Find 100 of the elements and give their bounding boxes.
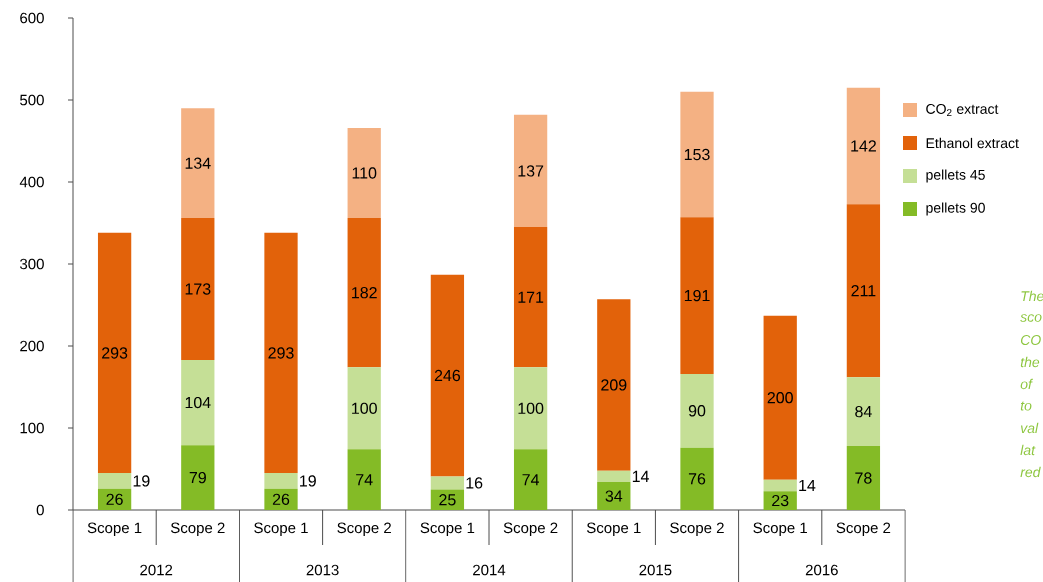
data-label: 25	[439, 494, 456, 506]
data-label: 137	[518, 165, 544, 177]
data-label: 209	[601, 379, 627, 391]
bar	[513, 367, 548, 450]
bar	[264, 232, 298, 474]
bar	[97, 473, 132, 489]
data-label: 171	[518, 291, 544, 303]
data-label: 16	[466, 477, 483, 489]
data-label: 246	[434, 369, 461, 382]
x-tick-label: Scope 2	[503, 522, 558, 537]
data-label: 134	[185, 157, 211, 169]
bar	[181, 218, 215, 360]
bar	[513, 114, 548, 228]
bar	[347, 218, 381, 368]
y-tick-label: 400	[19, 176, 44, 188]
data-label: 78	[855, 472, 872, 484]
bar	[597, 470, 631, 483]
bar	[347, 449, 381, 510]
data-label: 26	[272, 493, 290, 505]
data-label: 79	[189, 471, 206, 484]
bar	[513, 227, 548, 368]
bar	[680, 91, 714, 218]
bar	[680, 373, 714, 448]
bar	[680, 217, 714, 374]
x-tick-label: Scope 1	[586, 522, 641, 537]
y-tick-label: 200	[20, 340, 44, 352]
bar	[846, 446, 881, 510]
data-label: 100	[518, 402, 544, 414]
bar	[846, 87, 881, 205]
data-label: 110	[352, 167, 377, 179]
text: 2015	[639, 564, 672, 576]
y-tick-label: 0	[36, 504, 44, 516]
y-tick-label: 100	[20, 422, 44, 434]
text: CO	[1020, 335, 1041, 345]
x-tick-label: Scope 2	[337, 522, 391, 537]
data-label: 19	[300, 475, 316, 487]
bar	[97, 232, 132, 474]
x-tick-label: Scope 1	[420, 522, 475, 537]
data-label: 23	[772, 494, 789, 507]
data-label: 293	[268, 347, 294, 359]
bar	[264, 473, 298, 489]
bar	[680, 447, 714, 510]
data-label: 142	[851, 140, 876, 152]
x-tick-label: Scope 1	[254, 522, 308, 537]
data-label: 100	[352, 402, 377, 414]
legend-label: pellets 45	[926, 169, 985, 183]
text: of	[1020, 378, 1034, 390]
bar	[763, 491, 797, 510]
data-label: 90	[688, 405, 706, 417]
text: to	[1020, 401, 1032, 411]
data-label: 182	[352, 287, 377, 299]
text: sco	[1020, 314, 1042, 322]
bar	[846, 377, 881, 447]
x-tick-label: Scope 2	[836, 522, 891, 537]
data-label: 14	[799, 479, 816, 491]
bar	[763, 479, 797, 492]
text: the	[1020, 356, 1040, 368]
x-tick-label: Scope 2	[170, 522, 225, 537]
text: lat	[1020, 444, 1036, 456]
y-tick-label: 300	[20, 258, 44, 270]
data-label: 26	[106, 493, 123, 505]
data-label: 211	[851, 285, 876, 297]
x-tick-label: Scope 2	[670, 522, 724, 537]
data-label: 76	[688, 473, 706, 485]
data-label: 34	[605, 490, 623, 502]
bar	[597, 299, 631, 471]
bar	[513, 449, 548, 510]
bar	[347, 127, 381, 219]
text: 2014	[473, 564, 506, 576]
bar	[846, 204, 881, 378]
bar	[430, 274, 465, 477]
data-label: 200	[767, 392, 793, 404]
data-label: 153	[684, 148, 710, 161]
data-label: 84	[855, 405, 872, 418]
text: 2016	[805, 564, 838, 576]
bar	[763, 315, 797, 480]
data-label: 19	[133, 475, 150, 487]
data-label: 293	[102, 347, 128, 359]
bar	[181, 445, 215, 510]
x-tick-label: Scope 1	[753, 522, 807, 537]
data-label: 191	[684, 289, 710, 302]
text: The	[1021, 290, 1043, 302]
bar	[430, 476, 465, 490]
bar	[347, 367, 381, 450]
text: val	[1020, 422, 1039, 434]
data-label: 104	[185, 396, 211, 409]
legend-label: Ethanol extract	[926, 137, 1019, 149]
legend-label: pellets 90	[926, 202, 985, 216]
bar	[264, 488, 298, 510]
data-label: 173	[185, 283, 211, 295]
y-tick-label: 500	[20, 94, 44, 106]
bar	[181, 359, 215, 446]
y-tick-label: 600	[20, 12, 44, 24]
bar	[597, 482, 631, 510]
legend-label: CO$_{2}$ extract	[926, 104, 999, 116]
data-label: 74	[522, 474, 540, 486]
x-tick-label: Scope 1	[87, 522, 142, 537]
text: 2013	[306, 564, 339, 576]
bar	[181, 108, 215, 219]
text: 2012	[140, 564, 173, 576]
